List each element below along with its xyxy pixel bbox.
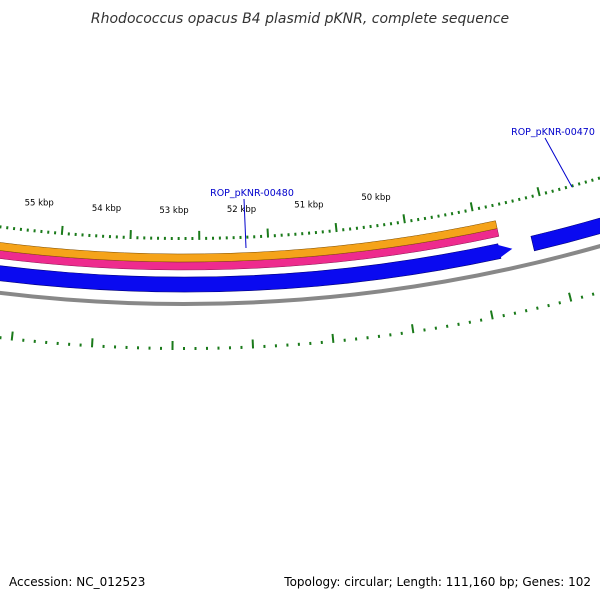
scale-tick [517,197,521,202]
gene-label: ROP_pKNR-00470 [511,127,595,138]
scale-tick [577,182,581,186]
track-layer [0,217,600,306]
gene-label-line [544,137,573,188]
scale-label: 55 kbp [25,199,54,209]
blue-gene-arrow-tip [495,244,513,259]
scale-tick [489,310,494,320]
scale-tick [464,209,467,213]
scale-tick [457,322,460,326]
scale-tick [437,214,440,218]
scale-tick [551,189,554,193]
gray-track [0,243,600,306]
scale-tick [266,228,270,238]
accession-text: Accession: NC_012523 [9,575,145,589]
scale-tick [10,331,14,341]
scale-tick [580,295,584,299]
scale-tick [544,191,548,195]
summary-text: Topology: circular; Length: 111,160 bp; … [283,575,591,589]
scale-tick [477,206,481,211]
scale-label: 51 kbp [294,201,323,211]
scale-tick [536,187,541,197]
scale-tick [513,311,517,315]
scale-tick [590,178,594,182]
scale-tick [524,196,528,200]
scale-tick [430,215,433,219]
scale-tick [502,313,505,318]
scale-tick [571,184,574,188]
scale-tick [484,205,488,209]
scale-tick [511,199,514,203]
scale-tick [568,292,573,302]
scale-label: 53 kbp [159,206,188,216]
scale-tick [334,222,338,233]
scale-tick [564,185,568,190]
scale-tick [584,180,588,184]
scale-tick [591,292,595,296]
scale-label: 52 kbp [227,205,256,215]
scale-tick [450,211,454,216]
scale-tick [90,338,94,348]
map-title: Rhodococcus opacus B4 plasmid pKNR, comp… [91,11,509,27]
scale-tick [557,187,561,192]
scale-tick [331,333,335,343]
scale-tick [60,225,64,235]
scale-tick [445,324,449,328]
scale-label: 50 kbp [361,193,390,203]
scale-tick [558,301,562,305]
scale-tick [491,203,494,208]
blue-gene-arc [530,217,600,252]
scale-tick [524,309,528,313]
scale-tick [597,176,600,180]
scale-tick [444,213,447,217]
scale-tick [411,324,415,334]
gene-label-layer: ROP_pKNR-00480 ROP_pKNR-00470 [210,127,595,249]
scale-tick [536,306,539,310]
scale-tick [479,318,483,322]
blue-gene-arc [0,243,502,293]
tick-layer [0,176,600,350]
scale-tick [547,303,550,308]
scale-tick [468,320,472,324]
scale-tick [497,202,501,206]
gene-label: ROP_pKNR-00480 [210,188,294,199]
scale-tick [469,202,474,212]
gene-label-line [243,198,247,249]
scale-tick [457,210,461,215]
scale-tick [531,194,534,198]
scale-tick [504,200,508,205]
scale-tick [402,214,406,224]
orange-track [0,220,498,263]
scale-label: 54 kbp [92,204,121,214]
